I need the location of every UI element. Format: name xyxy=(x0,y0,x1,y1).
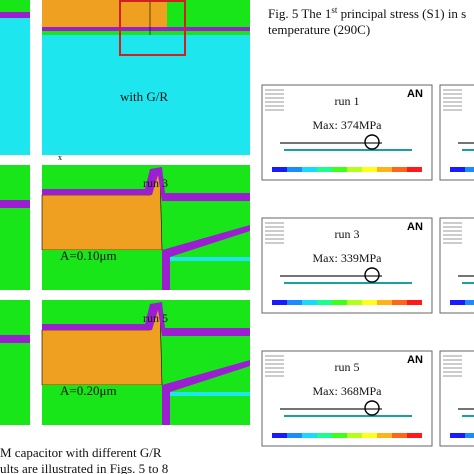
fem-top: with G/R x xyxy=(0,0,250,162)
fem-rows: run 3 A=0.10μm run 5 A=0.20μm xyxy=(0,165,250,425)
region xyxy=(0,335,30,343)
color-bar xyxy=(287,300,302,305)
color-bar xyxy=(407,433,422,438)
logo: AN xyxy=(407,354,423,366)
stress-panel xyxy=(439,350,474,447)
fig-caption: temperature (290C) xyxy=(268,22,370,37)
stress-panel xyxy=(439,217,474,314)
color-bar xyxy=(465,300,474,305)
color-bar xyxy=(272,300,287,305)
region xyxy=(42,167,250,201)
panel-frame xyxy=(261,84,433,181)
panel-frame xyxy=(261,217,433,314)
stress-panel: AN run 3 Max: 339MPa xyxy=(261,217,433,314)
color-bar xyxy=(450,167,465,172)
axis-label: x xyxy=(58,153,62,162)
stress-panel xyxy=(439,84,474,181)
run-label: run 3 xyxy=(335,227,360,241)
caption: M capacitor with different G/R xyxy=(0,445,162,460)
area-label: A=0.10μm xyxy=(60,248,117,263)
region xyxy=(42,250,162,290)
run-label: run 3 xyxy=(143,176,168,190)
color-bar xyxy=(272,433,287,438)
logo: AN xyxy=(407,221,423,233)
body-text: ults are illustrated in Figs. 5 to 8 xyxy=(0,461,168,474)
color-bar xyxy=(450,433,465,438)
color-bar xyxy=(302,167,317,172)
color-bar xyxy=(407,167,422,172)
max-marker xyxy=(364,267,380,283)
color-bar xyxy=(362,300,377,305)
color-bar xyxy=(332,433,347,438)
caption-superscript: st xyxy=(331,5,338,15)
max-label: Max: 339MPa xyxy=(313,251,383,265)
color-bar xyxy=(302,433,317,438)
color-bar xyxy=(347,167,362,172)
fig-caption: Fig. 5 The 1st principal stress (S1) in … xyxy=(268,5,466,21)
run-label: run 5 xyxy=(143,311,168,325)
run-label: run 5 xyxy=(335,360,360,374)
area-label: A=0.20μm xyxy=(60,383,117,398)
color-bar xyxy=(465,433,474,438)
color-bar xyxy=(287,167,302,172)
color-bar xyxy=(302,300,317,305)
color-bar xyxy=(332,167,347,172)
caption-part: principal stress (S1) in s xyxy=(337,6,466,21)
panel-frame xyxy=(439,350,474,447)
stress-panel: AN run 1 Max: 374MPa xyxy=(261,84,433,181)
region xyxy=(162,360,250,425)
color-bar xyxy=(332,300,347,305)
color-bar xyxy=(317,300,332,305)
region xyxy=(42,385,162,425)
region xyxy=(170,257,250,261)
color-bar xyxy=(287,433,302,438)
run-label: run 1 xyxy=(335,94,360,108)
logo: AN xyxy=(407,88,423,100)
color-bar xyxy=(347,300,362,305)
region xyxy=(0,300,30,425)
region xyxy=(162,225,250,290)
stress-panels: AN run 1 Max: 374MPa AN run 3 Max: 339MPa AN ru… xyxy=(261,84,474,447)
region xyxy=(42,302,250,336)
color-bar xyxy=(377,167,392,172)
region xyxy=(170,392,250,396)
panel-frame xyxy=(439,217,474,314)
region xyxy=(0,200,30,208)
color-bar xyxy=(362,167,377,172)
panel-frame xyxy=(439,84,474,181)
label: with G/R xyxy=(120,89,168,104)
color-bar xyxy=(347,433,362,438)
color-bar xyxy=(317,167,332,172)
color-bar xyxy=(377,433,392,438)
region xyxy=(0,165,30,290)
stress-panel: AN run 5 Max: 368MPa xyxy=(261,350,433,447)
panel-frame xyxy=(261,350,433,447)
color-bar xyxy=(392,167,407,172)
fem-panel: run 3 A=0.10μm xyxy=(0,165,250,290)
max-marker xyxy=(364,134,380,150)
max-label: Max: 368MPa xyxy=(313,384,383,398)
color-bar xyxy=(407,300,422,305)
color-bar xyxy=(392,433,407,438)
caption-part: Fig. 5 The 1 xyxy=(268,6,331,21)
max-marker xyxy=(364,400,380,416)
color-bar xyxy=(362,433,377,438)
color-bar xyxy=(377,300,392,305)
color-bar xyxy=(392,300,407,305)
color-bar xyxy=(465,167,474,172)
color-bar xyxy=(272,167,287,172)
max-label: Max: 374MPa xyxy=(313,118,383,132)
color-bar xyxy=(317,433,332,438)
color-bar xyxy=(450,300,465,305)
fem-panel: run 5 A=0.20μm xyxy=(0,300,250,425)
